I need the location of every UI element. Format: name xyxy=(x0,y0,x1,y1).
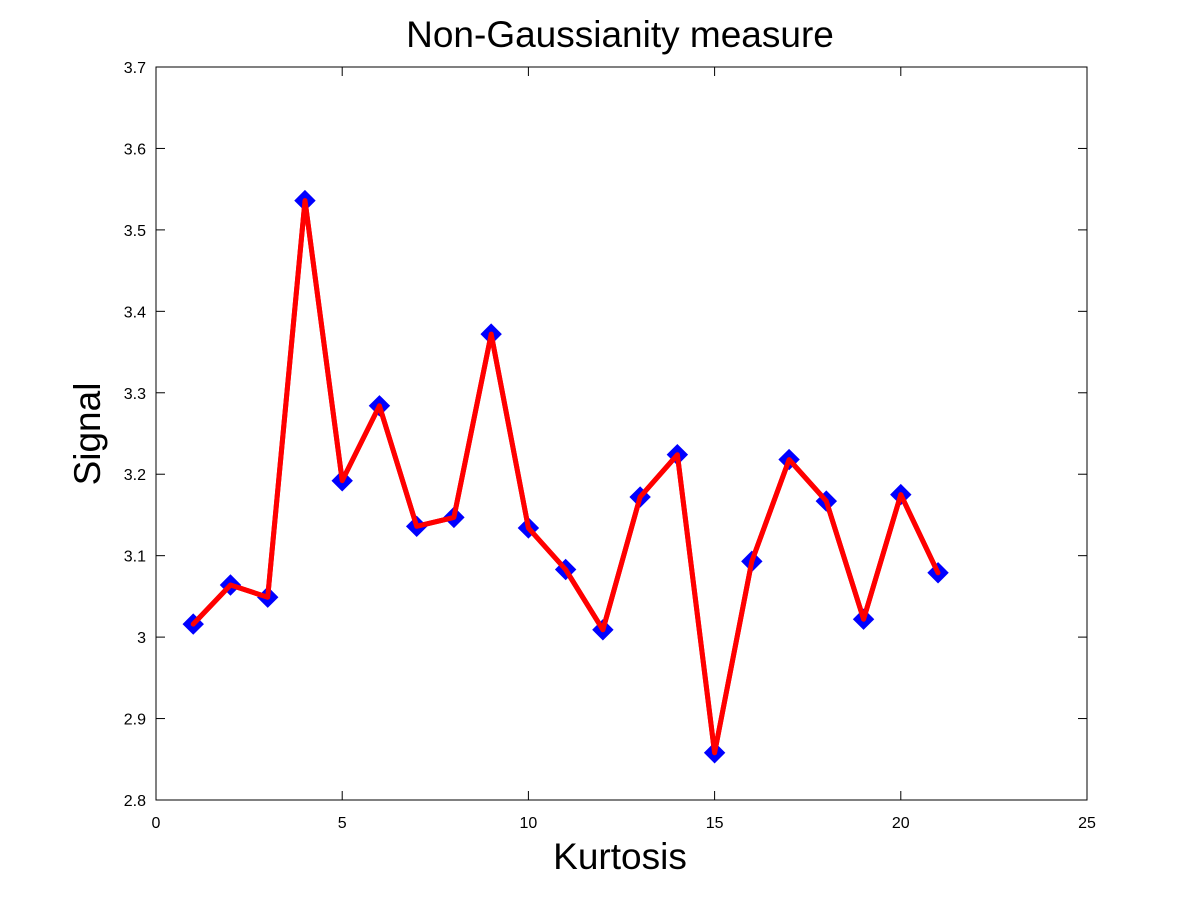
plot-area-frame xyxy=(155,66,1088,801)
y-tick-label: 3 xyxy=(137,630,146,647)
y-axis-label: Signal xyxy=(67,383,108,486)
x-axis-label: Kurtosis xyxy=(553,836,687,877)
y-tick-label: 3.6 xyxy=(124,141,146,158)
x-axis-tick-labels: 0 5 10 15 20 25 xyxy=(152,815,1096,832)
x-tick-label: 0 xyxy=(152,815,161,832)
chart-title: Non-Gaussianity measure xyxy=(406,14,834,55)
y-tick-label: 3.4 xyxy=(124,304,146,321)
x-tick-label: 25 xyxy=(1078,815,1096,832)
y-axis-tick-labels: 2.8 2.9 3 3.1 3.2 3.3 3.4 3.5 3.6 3.7 xyxy=(124,60,146,810)
x-tick-label: 15 xyxy=(706,815,724,832)
y-tick-label: 2.9 xyxy=(124,712,146,729)
y-tick-label: 3.5 xyxy=(124,223,146,240)
axis-ticks xyxy=(155,66,1088,801)
series-line-overlay xyxy=(190,198,941,756)
y-tick-label: 3.3 xyxy=(124,386,146,403)
x-tick-label: 10 xyxy=(520,815,538,832)
y-tick-label: 3.7 xyxy=(124,60,146,77)
x-tick-label: 5 xyxy=(338,815,347,832)
x-tick-label: 20 xyxy=(892,815,910,832)
y-tick-label: 3.2 xyxy=(124,467,146,484)
y-tick-label: 2.8 xyxy=(124,793,146,810)
y-tick-label: 3.1 xyxy=(124,549,146,566)
